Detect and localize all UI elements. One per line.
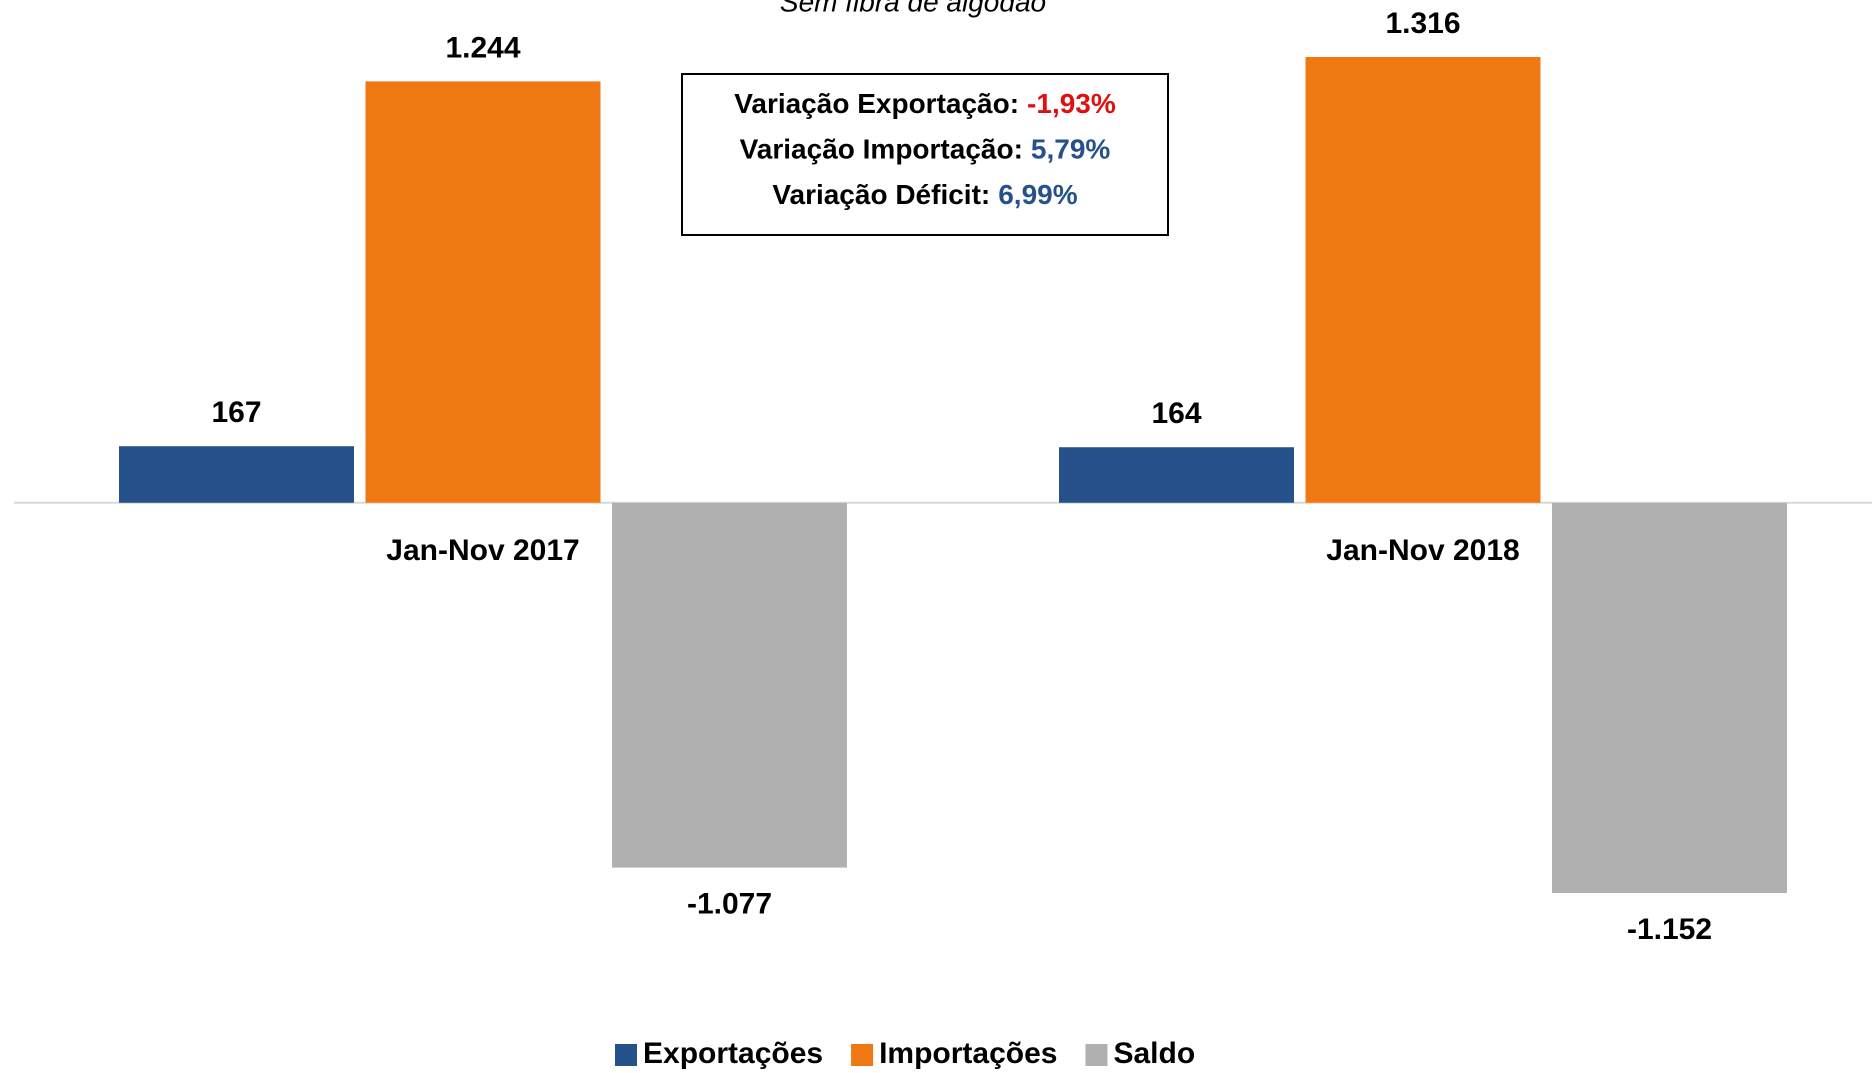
bar: [1059, 447, 1294, 503]
annotation-box: [681, 73, 1169, 236]
legend-label: Importações: [879, 1037, 1057, 1070]
annotation: Variação Exportação: -1,93%: [734, 88, 1116, 119]
data-label: 1.244: [445, 31, 520, 64]
chart-subtitle: Sem fibra de algodão: [780, 0, 1046, 17]
bar: [1305, 57, 1541, 503]
legend-swatch: [851, 1044, 874, 1066]
annotation: Variação Importação: 5,79%: [740, 134, 1111, 165]
annotation-value: 5,79%: [1031, 134, 1110, 165]
data-label: -1.152: [1627, 913, 1712, 946]
data-label: -1.077: [687, 888, 772, 921]
annotation-label: Variação Déficit:: [772, 179, 990, 210]
annotation-value: 6,99%: [998, 179, 1077, 210]
x-tick-label: Jan-Nov 2018: [1326, 534, 1519, 567]
annotation-label: Variação Exportação:: [734, 88, 1019, 119]
bar: [612, 502, 847, 868]
data-label: 167: [211, 396, 261, 429]
legend-label: Saldo: [1113, 1037, 1195, 1070]
annotation: Variação Déficit: 6,99%: [772, 179, 1077, 210]
legend-swatch: [1085, 1044, 1108, 1066]
bar: [365, 81, 601, 503]
bar: [119, 446, 354, 503]
annotation-value: -1,93%: [1027, 88, 1116, 119]
x-tick-label: Jan-Nov 2017: [386, 534, 579, 567]
bar: [1552, 502, 1787, 893]
legend: Exportações Importações Saldo: [615, 1037, 1195, 1070]
annotation-label: Variação Importação:: [740, 134, 1023, 165]
legend-label: Exportações: [643, 1037, 823, 1070]
data-label: 1.316: [1385, 7, 1460, 40]
legend-swatch: [615, 1044, 637, 1066]
data-label: 164: [1151, 397, 1201, 430]
